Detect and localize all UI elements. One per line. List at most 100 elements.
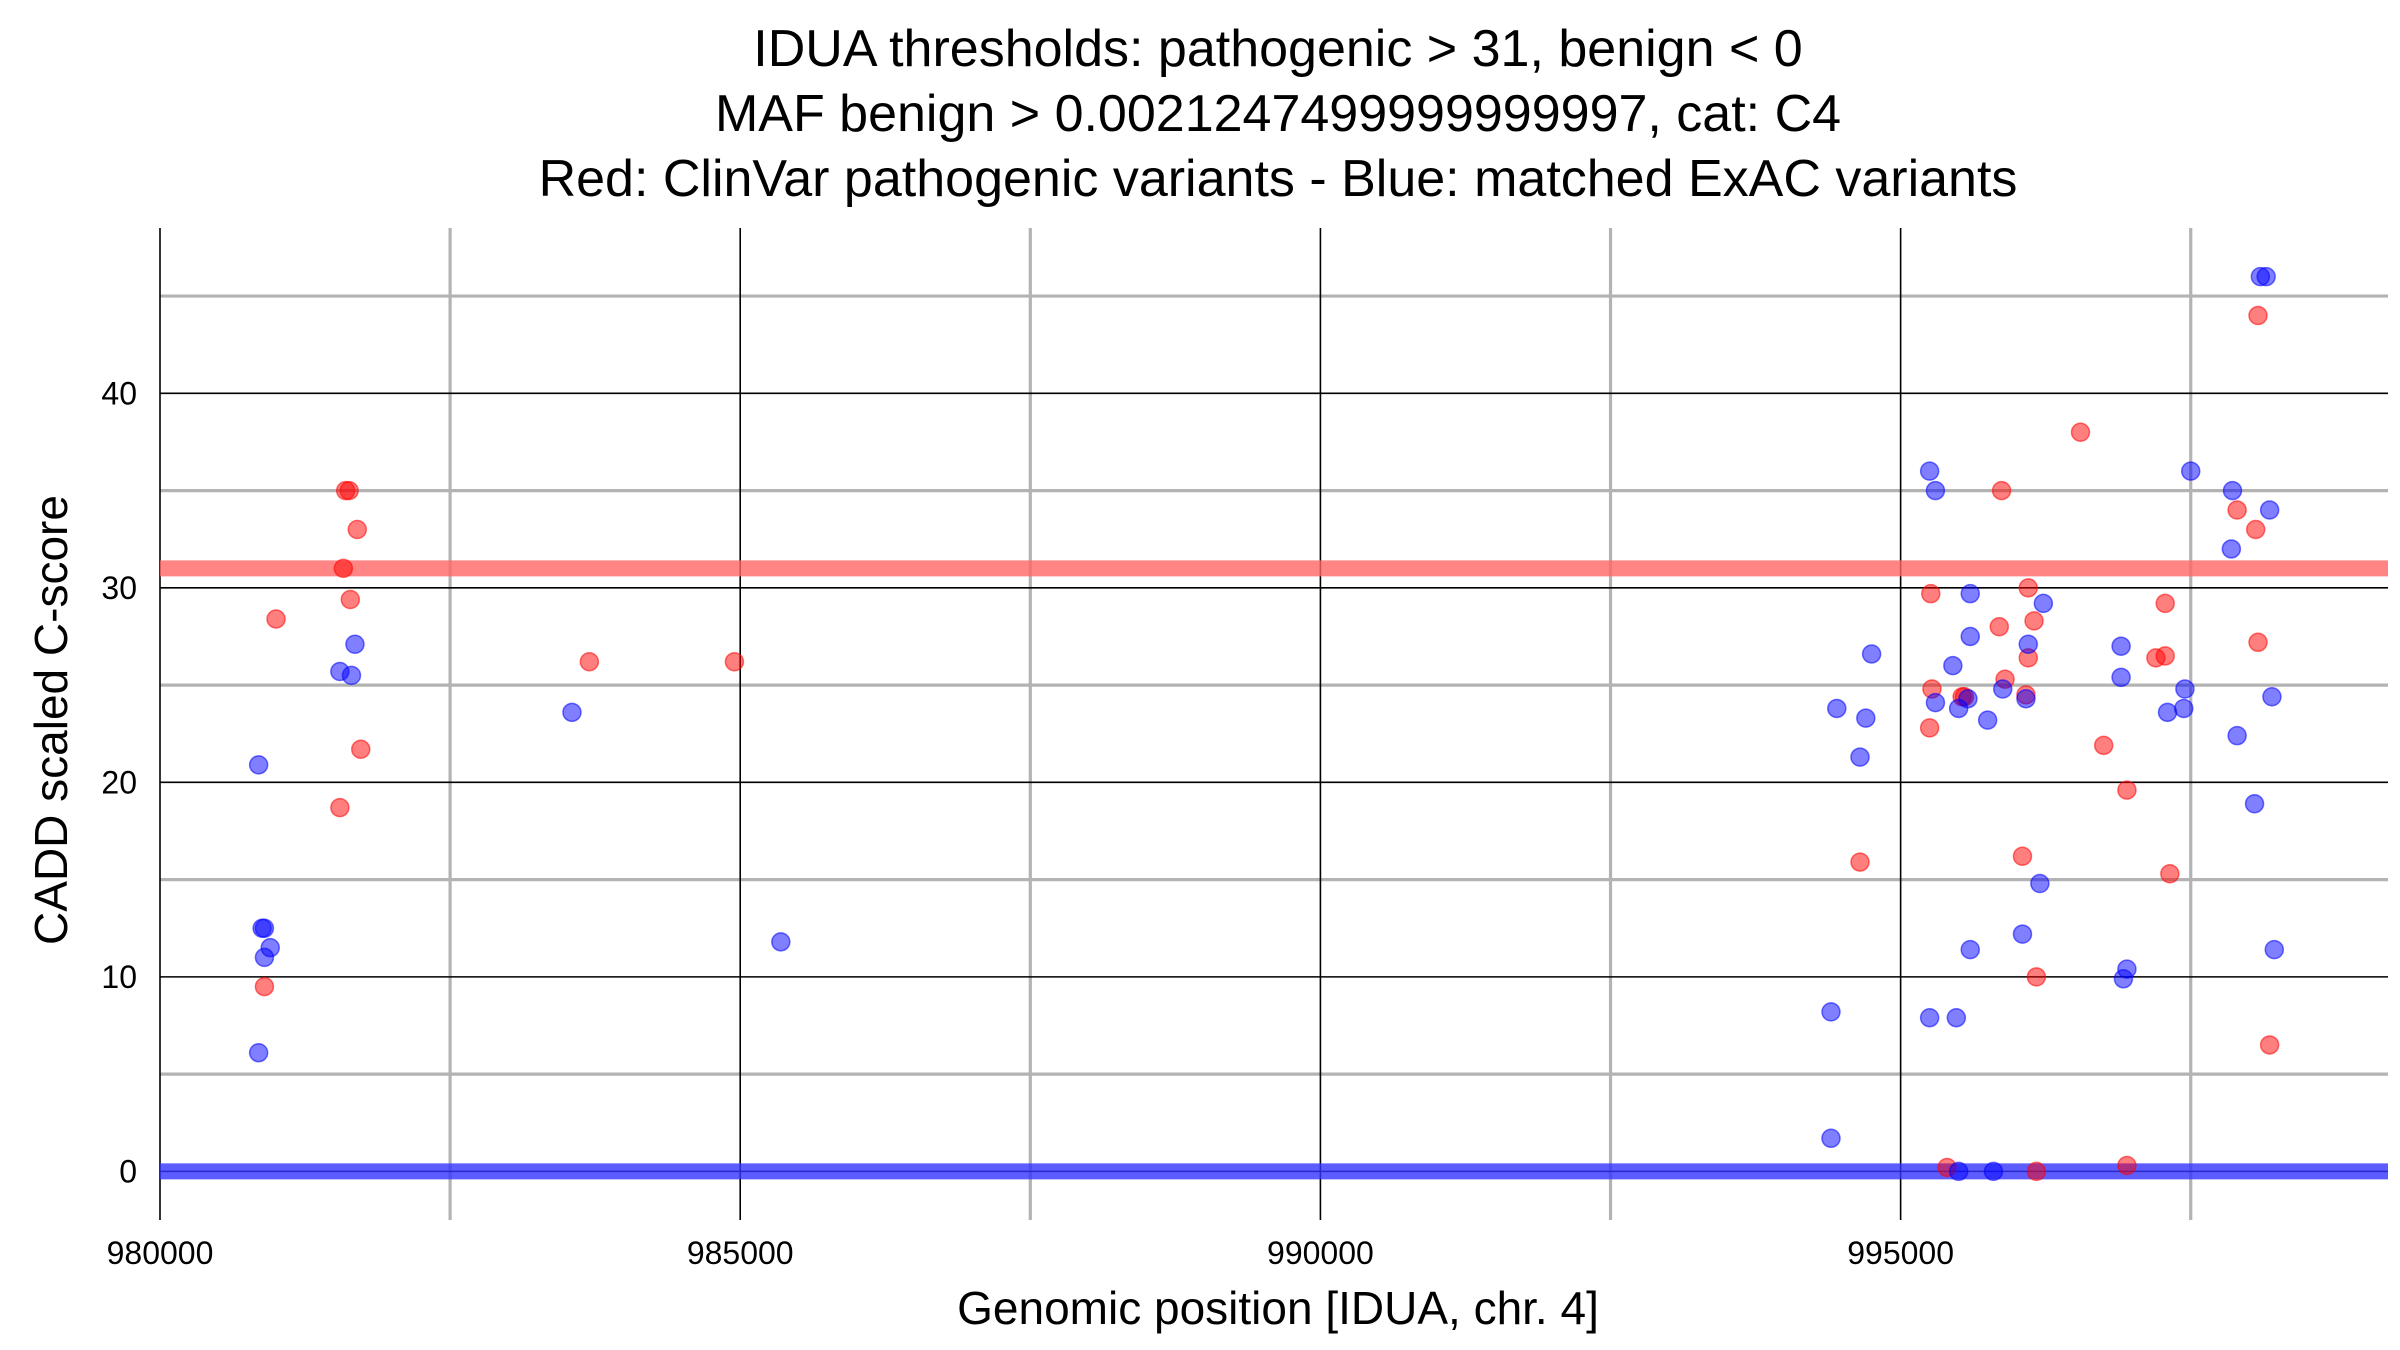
data-point-series-0	[2024, 611, 2044, 631]
data-point-series-1	[562, 702, 582, 723]
data-point-series-1	[1861, 644, 1882, 664]
title-line-1: IDUA thresholds: pathogenic > 31, benign…	[753, 20, 1802, 78]
x-tick-label: 980000	[107, 1235, 214, 1271]
data-point-series-1	[2030, 873, 2050, 894]
y-tick-label: 30	[101, 570, 137, 606]
chart-title: IDUA thresholds: pathogenic > 31, benign…	[539, 20, 2018, 208]
data-point-series-1	[2256, 266, 2276, 287]
data-point-series-1	[771, 932, 791, 952]
data-point-series-1	[248, 1042, 269, 1063]
data-point-series-1	[2117, 959, 2137, 979]
threshold-lines	[160, 560, 2388, 1180]
data-point-series-0	[2026, 967, 2047, 987]
data-point-series-0	[2248, 305, 2268, 326]
data-point-series-1	[260, 937, 280, 958]
data-point-series-0	[2070, 422, 2091, 442]
data-point-series-1	[2018, 634, 2039, 655]
data-point-series-1	[2174, 698, 2194, 719]
data-point-series-1	[2012, 924, 2033, 944]
data-point-series-1	[2244, 793, 2265, 814]
data-point-series-0	[2117, 780, 2137, 800]
data-point-series-1	[2033, 593, 2054, 614]
data-point-series-1	[1919, 461, 1940, 481]
y-tick-label: 10	[101, 959, 137, 995]
tick-labels: 980000 985000 990000 995000 0 10 20 30 40	[101, 375, 1954, 1271]
data-point-series-1	[1850, 747, 1870, 767]
data-point-series-1	[1960, 626, 1980, 647]
data-point-series-1	[2111, 636, 2131, 656]
data-point-series-1	[1946, 1007, 1967, 1028]
data-point-series-0	[340, 589, 361, 610]
data-point-series-1	[2175, 679, 2195, 699]
x-tick-label: 990000	[1267, 1235, 1374, 1271]
data-point-series-0	[333, 558, 354, 579]
data-point-series-0	[2117, 1155, 2137, 1176]
data-point-series-0	[2160, 864, 2180, 884]
data-point-series-0	[351, 739, 371, 760]
data-point-series-1	[2227, 725, 2247, 746]
data-point-series-1	[2222, 480, 2243, 501]
data-point-series-0	[2093, 735, 2114, 756]
data-point-series-0	[2155, 646, 2175, 666]
data-point-series-0	[2012, 846, 2033, 867]
data-point-series-0	[2248, 632, 2268, 653]
data-point-series-0	[2245, 519, 2266, 540]
data-point-series-0	[1850, 852, 1870, 872]
data-point-series-0	[1919, 718, 1940, 738]
data-point-series-0	[2026, 1161, 2047, 1182]
data-point-series-1	[2016, 688, 2036, 709]
data-point-series-1	[1821, 1002, 1841, 1022]
data-point-series-0	[1921, 583, 1941, 604]
y-tick-label: 40	[101, 375, 137, 411]
data-point-series-1	[2259, 500, 2280, 520]
data-point-series-1	[1856, 708, 1876, 728]
data-point-series-1	[1948, 1161, 1969, 1182]
data-point-series-1	[1925, 480, 1946, 501]
data-point-series-1	[1983, 1161, 2004, 1182]
y-tick-label: 0	[119, 1153, 137, 1189]
data-point-series-1	[2262, 687, 2282, 707]
data-point-series-1	[1827, 698, 1847, 719]
data-point-series-1	[1960, 583, 1980, 604]
data-point-series-0	[339, 480, 359, 501]
data-point-series-1	[2221, 539, 2242, 559]
data-point-series-0	[579, 652, 600, 672]
data-point-series-1	[341, 665, 362, 686]
data-points	[248, 266, 2285, 1182]
data-point-series-0	[254, 976, 275, 997]
data-point-series-1	[2180, 461, 2201, 481]
data-point-series-0	[266, 609, 286, 629]
data-point-series-1	[1925, 692, 1946, 713]
data-point-series-0	[1991, 480, 2012, 501]
data-point-series-1	[1943, 655, 1963, 676]
grid-lines	[159, 228, 2388, 1220]
y-tick-label: 20	[101, 764, 137, 800]
data-point-series-0	[330, 797, 350, 818]
x-tick-label: 995000	[1847, 1235, 1954, 1271]
data-point-series-0	[2155, 593, 2175, 614]
title-line-2: MAF benign > 0.0021247499999999997, cat:…	[715, 85, 1841, 143]
data-point-series-1	[1821, 1128, 1841, 1149]
data-point-series-1	[345, 634, 365, 655]
data-point-series-1	[254, 918, 275, 938]
y-axis-label: CADD scaled C-score	[25, 495, 77, 945]
data-point-series-1	[1992, 679, 2013, 699]
data-point-series-1	[2157, 702, 2178, 723]
title-line-3: Red: ClinVar pathogenic variants - Blue:…	[539, 150, 2018, 208]
data-point-series-1	[248, 755, 269, 775]
data-point-series-0	[2259, 1035, 2280, 1055]
x-tick-label: 985000	[687, 1235, 794, 1271]
data-point-series-0	[2227, 500, 2247, 520]
data-point-series-1	[1919, 1007, 1940, 1028]
data-point-series-1	[2264, 939, 2285, 960]
data-point-series-1	[2111, 667, 2131, 688]
data-point-series-0	[724, 652, 745, 672]
data-point-series-1	[1977, 710, 1998, 730]
data-point-series-1	[1960, 939, 1980, 960]
data-point-series-0	[1989, 616, 2010, 637]
x-axis-label: Genomic position [IDUA, chr. 4]	[957, 1282, 1599, 1334]
data-point-series-0	[2018, 578, 2039, 598]
data-point-series-0	[347, 519, 368, 540]
data-point-series-1	[1958, 688, 1978, 709]
